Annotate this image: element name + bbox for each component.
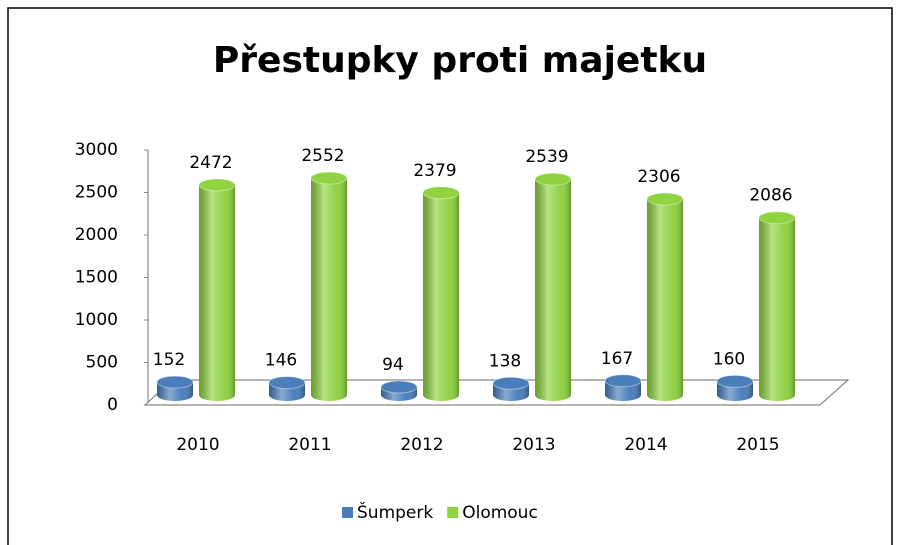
value-label: 152 bbox=[153, 350, 185, 370]
cylinder bbox=[758, 211, 796, 401]
value-label: 2379 bbox=[413, 161, 456, 181]
cylinder-top bbox=[198, 178, 236, 192]
cylinder-shade bbox=[199, 184, 235, 401]
cylinder-top bbox=[758, 211, 796, 225]
cylinder bbox=[380, 380, 418, 401]
y-tick-label: 1500 bbox=[75, 268, 118, 288]
y-tick-label: 3000 bbox=[75, 140, 118, 160]
cylinder bbox=[422, 186, 460, 401]
cylinder-top bbox=[422, 186, 460, 200]
x-tick-label: 2010 bbox=[176, 435, 219, 455]
cylinder bbox=[310, 171, 348, 401]
cylinder-shade bbox=[311, 178, 347, 401]
cylinder-shade bbox=[535, 179, 571, 401]
y-tick-label: 2500 bbox=[75, 183, 118, 203]
cylinder-top bbox=[716, 374, 754, 388]
cylinder-top bbox=[380, 380, 418, 394]
value-label: 2539 bbox=[525, 147, 568, 167]
cylinder bbox=[156, 375, 194, 401]
cylinder-top bbox=[156, 375, 194, 389]
x-tick-label: 2011 bbox=[288, 435, 331, 455]
legend-swatch bbox=[447, 507, 459, 518]
value-label: 2306 bbox=[637, 167, 680, 187]
cylinder bbox=[716, 374, 754, 401]
legend-swatch bbox=[342, 507, 353, 518]
value-label: 167 bbox=[601, 349, 633, 369]
cylinder-top bbox=[646, 192, 684, 206]
y-tick-label: 1000 bbox=[75, 310, 118, 330]
cylinder-shade bbox=[759, 217, 795, 401]
cylinder bbox=[492, 376, 530, 401]
cylinder-top bbox=[310, 171, 348, 185]
value-label: 146 bbox=[265, 351, 297, 371]
cylinder-top bbox=[604, 374, 642, 388]
value-label: 2552 bbox=[301, 146, 344, 166]
x-tick-label: 2015 bbox=[736, 435, 779, 455]
x-tick-label: 2012 bbox=[400, 435, 443, 455]
cylinder-top bbox=[534, 172, 572, 186]
value-label: 160 bbox=[713, 349, 745, 369]
legend-label: Šumperk bbox=[357, 501, 433, 523]
cylinder-shade bbox=[647, 198, 683, 401]
cylinder bbox=[534, 172, 572, 401]
value-label: 2472 bbox=[189, 153, 232, 173]
y-tick-label: 500 bbox=[86, 353, 118, 373]
chart-title: Přestupky proti majetku bbox=[213, 40, 707, 81]
value-label: 138 bbox=[489, 351, 521, 371]
cylinder-top bbox=[492, 376, 530, 390]
x-tick-label: 2013 bbox=[512, 435, 555, 455]
value-label: 94 bbox=[382, 355, 404, 375]
value-label: 2086 bbox=[749, 186, 792, 206]
cylinder bbox=[604, 374, 642, 401]
cylinder-top bbox=[268, 376, 306, 390]
x-tick-label: 2014 bbox=[624, 435, 667, 455]
cylinder bbox=[268, 376, 306, 401]
y-tick-label: 2000 bbox=[75, 225, 118, 245]
cylinder bbox=[646, 192, 684, 401]
legend-label: Olomouc bbox=[462, 503, 538, 523]
cylinder-shade bbox=[423, 192, 459, 401]
cylinder bbox=[198, 178, 236, 401]
y-tick-label: 0 bbox=[107, 395, 118, 415]
